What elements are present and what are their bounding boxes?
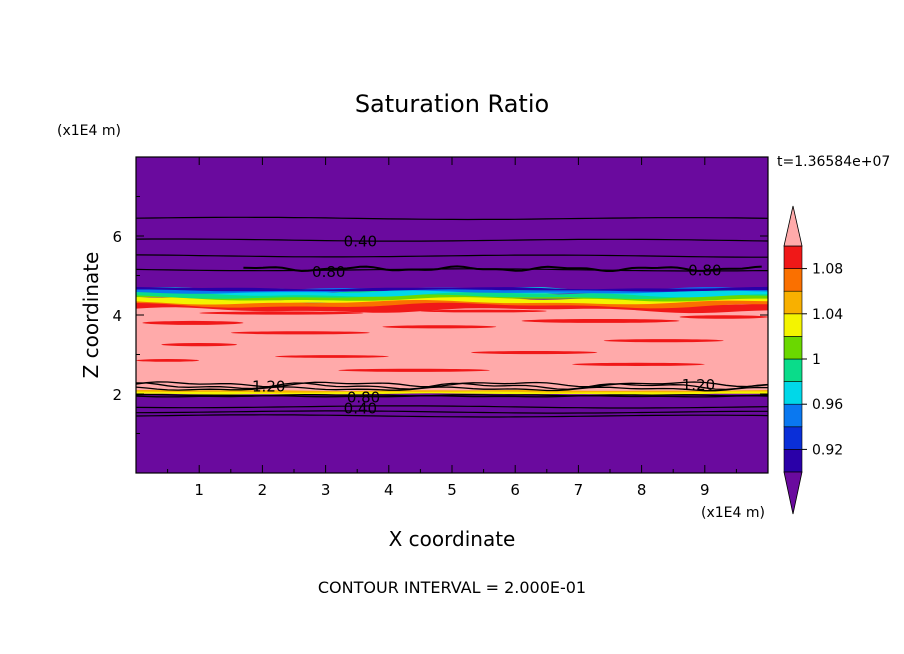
field-streak xyxy=(521,318,680,323)
band-upper-transition-blue xyxy=(136,287,768,294)
colorbar-swatch xyxy=(783,358,803,382)
contour-line xyxy=(136,410,768,414)
contour-line xyxy=(136,414,768,418)
field-streak xyxy=(603,339,724,343)
field-streak xyxy=(275,355,389,358)
colorbar-swatch xyxy=(783,449,803,473)
colorbar-swatch xyxy=(783,336,803,360)
band-upper-transition-orange xyxy=(136,296,768,309)
colorbar-extend-bottom xyxy=(783,471,803,515)
field-streak xyxy=(338,368,490,372)
contour-line xyxy=(243,265,762,273)
contour-line xyxy=(136,393,768,397)
band-upper-transition-darkblue xyxy=(136,286,768,292)
band-moist-core xyxy=(136,301,768,394)
x-tick-label: 4 xyxy=(384,481,394,499)
x-tick-label: 6 xyxy=(510,481,520,499)
band-upper-transition-teal xyxy=(136,289,768,299)
colorbar-swatch xyxy=(783,245,803,269)
x-tick-label: 3 xyxy=(321,481,331,499)
contour-line xyxy=(136,238,768,242)
band-upper-transition-green xyxy=(136,292,768,302)
chart-title: Saturation Ratio xyxy=(355,90,549,118)
y-tick-label: 4 xyxy=(112,307,122,325)
contour-interval-note: CONTOUR INTERVAL = 2.000E-01 xyxy=(318,578,586,597)
contour-label: 0.40 xyxy=(344,233,377,251)
band-upper-transition-yellow xyxy=(136,295,768,305)
colorbar-swatch xyxy=(783,426,803,450)
y-axis: 2 4 6 xyxy=(112,196,768,434)
x-axis: 1 2 3 4 5 6 7 8 9 xyxy=(167,157,737,499)
contour-label: 0.80 xyxy=(312,263,345,281)
x-tick-label: 5 xyxy=(447,481,457,499)
field-streak xyxy=(679,315,768,319)
x-tick-label: 1 xyxy=(194,481,204,499)
field-streak xyxy=(161,343,238,347)
saturation-field xyxy=(136,157,768,473)
colorbar: 0.92 0.96 1 1.04 1.08 xyxy=(783,205,843,515)
contour-lines xyxy=(136,216,768,418)
colorbar-swatch xyxy=(783,313,803,337)
field-streak xyxy=(572,362,705,366)
colorbar-tick-label: 1 xyxy=(812,352,821,368)
contour-line xyxy=(136,395,768,398)
colorbar-tick-label: 1.04 xyxy=(812,307,843,323)
contour-labels: 0.400.80 0.801.20 1.200.800.40 xyxy=(252,233,721,418)
colorbar-swatch xyxy=(783,290,803,315)
contour-line xyxy=(136,386,768,392)
contour-label: 0.80 xyxy=(688,262,721,280)
x-axis-title: X coordinate xyxy=(389,527,516,551)
y-axis-title: Z coordinate xyxy=(79,252,103,379)
contour-label: 0.40 xyxy=(344,399,377,417)
contour-line xyxy=(136,405,768,409)
x-tick-label: 8 xyxy=(637,481,647,499)
contour-label: 0.80 xyxy=(347,388,380,406)
band-base-yellow xyxy=(136,391,768,395)
contour-label: 1.20 xyxy=(252,377,285,395)
field-streak xyxy=(382,325,497,329)
field-streak xyxy=(230,331,370,335)
colorbar-extend-top xyxy=(783,205,803,247)
contour-line xyxy=(136,216,768,221)
contour-line xyxy=(136,382,768,391)
x-tick-label: 9 xyxy=(700,481,710,499)
x-unit-label: (x1E4 m) xyxy=(701,505,765,521)
colorbar-swatch xyxy=(783,403,803,428)
field-streak xyxy=(142,320,244,325)
field-streak xyxy=(136,359,200,362)
colorbar-swatch xyxy=(783,268,803,292)
field-streak xyxy=(199,311,364,315)
contour-line xyxy=(136,268,768,272)
colorbar-tick-label: 1.08 xyxy=(812,262,843,278)
y-unit-label: (x1E4 m) xyxy=(57,123,121,139)
x-tick-label: 7 xyxy=(574,481,584,499)
contour-label: 1.20 xyxy=(682,376,715,394)
colorbar-tick-label: 0.96 xyxy=(812,397,843,413)
time-label: t=1.36584e+07 xyxy=(777,154,890,170)
contour-line xyxy=(136,254,768,258)
field-streak xyxy=(420,309,547,313)
y-tick-label: 6 xyxy=(112,228,122,246)
colorbar-swatch xyxy=(783,381,803,405)
colorbar-tick-label: 0.92 xyxy=(812,442,843,458)
x-tick-label: 2 xyxy=(258,481,268,499)
y-tick-label: 2 xyxy=(112,386,122,404)
field-streak xyxy=(470,350,598,355)
contour-line xyxy=(136,381,768,388)
